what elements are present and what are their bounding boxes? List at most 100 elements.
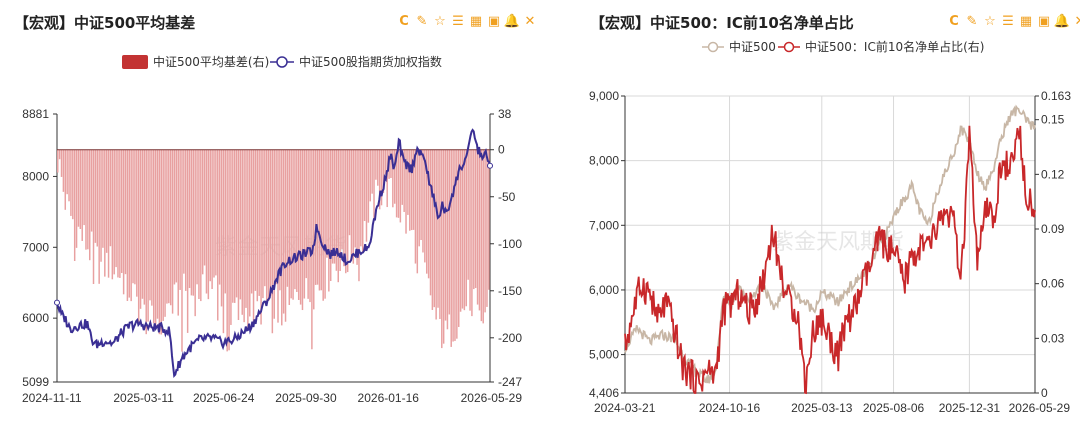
basis-bar bbox=[220, 149, 223, 307]
save-icon[interactable]: ▣ bbox=[1037, 13, 1051, 29]
basis-bar bbox=[346, 149, 349, 273]
right-y-tick-label: 0.163 bbox=[1041, 89, 1071, 103]
edit-icon[interactable]: ✎ bbox=[966, 13, 978, 29]
basis-bar bbox=[420, 149, 422, 241]
basis-bar bbox=[429, 149, 432, 296]
basis-bar bbox=[128, 149, 131, 298]
left-chart-toolbar: C ✎ ☆ ☰ ▦ ▣ 🔔 ✕ bbox=[396, 12, 538, 30]
basis-bar bbox=[126, 149, 129, 301]
basis-bar bbox=[222, 149, 225, 334]
table-icon[interactable]: ▦ bbox=[469, 13, 483, 29]
star-icon[interactable]: ☆ bbox=[434, 13, 446, 29]
list-icon[interactable]: ☰ bbox=[1002, 13, 1014, 29]
basis-bar bbox=[169, 149, 172, 306]
left-y-tick-label: 6,000 bbox=[589, 283, 619, 297]
bell-icon[interactable]: 🔔 bbox=[1053, 13, 1071, 29]
list-icon[interactable]: ☰ bbox=[452, 13, 464, 29]
basis-bar bbox=[363, 149, 366, 221]
right-y-tick-label: -50 bbox=[498, 190, 516, 204]
basis-bar bbox=[186, 149, 189, 333]
basis-bar bbox=[378, 149, 381, 210]
basis-bar bbox=[149, 149, 151, 301]
basis-bar bbox=[431, 149, 434, 310]
basis-bar bbox=[459, 149, 462, 312]
table-icon[interactable]: ▦ bbox=[1019, 13, 1033, 29]
left-y-tick-label: 8881 bbox=[22, 107, 49, 121]
x-tick-label: 2026-05-29 bbox=[461, 391, 523, 405]
basis-bar bbox=[316, 149, 319, 285]
left-y-tick-label: 7000 bbox=[22, 240, 49, 254]
legend-label-index: 中证500股指期货加权指数 bbox=[299, 54, 442, 69]
expand-icon[interactable]: ✕ bbox=[524, 13, 536, 29]
basis-bar bbox=[297, 149, 300, 300]
basis-bar bbox=[134, 149, 136, 285]
basis-bar bbox=[94, 149, 97, 243]
refresh-icon[interactable]: C bbox=[399, 13, 409, 29]
basis-bar bbox=[215, 149, 217, 276]
basis-bar bbox=[164, 149, 166, 317]
bell-icon[interactable]: 🔔 bbox=[503, 13, 521, 29]
basis-bar bbox=[463, 149, 466, 311]
basis-bar bbox=[288, 149, 291, 305]
basis-bar bbox=[433, 149, 435, 308]
basis-bar bbox=[341, 149, 343, 250]
basis-bar bbox=[467, 149, 469, 280]
left-y-tick-label: 4,406 bbox=[589, 386, 619, 400]
basis-bar bbox=[136, 149, 138, 297]
basis-bar bbox=[183, 149, 185, 274]
basis-bar bbox=[66, 149, 68, 195]
x-tick-label: 2025-06-24 bbox=[193, 391, 255, 405]
basis-bar bbox=[294, 149, 296, 290]
basis-bar bbox=[427, 149, 430, 279]
basis-bar bbox=[442, 149, 445, 344]
basis-bar bbox=[373, 149, 375, 222]
left-chart-svg: 中证500平均基差(右) 中证500股指期货加权指数紫金天风期货888180007… bbox=[22, 54, 523, 405]
right-y-tick-label: 0.09 bbox=[1041, 222, 1065, 236]
right-y-tick-label: 0 bbox=[1041, 386, 1048, 400]
basis-bar bbox=[143, 149, 146, 305]
left-y-tick-label: 8,000 bbox=[589, 154, 619, 168]
basis-bar bbox=[269, 149, 272, 297]
basis-bar bbox=[324, 149, 326, 299]
basis-bar bbox=[322, 149, 324, 301]
x-tick-label: 2025-03-11 bbox=[113, 391, 174, 405]
basis-bar bbox=[209, 149, 211, 282]
basis-bar bbox=[226, 149, 228, 352]
basis-bar bbox=[273, 149, 275, 319]
basis-bar bbox=[72, 149, 74, 220]
index-end-point bbox=[487, 162, 493, 169]
basis-bar bbox=[121, 149, 123, 273]
basis-bar bbox=[395, 149, 398, 218]
basis-bar bbox=[437, 149, 439, 308]
basis-bar bbox=[166, 149, 168, 304]
basis-bar bbox=[328, 149, 330, 292]
basis-bar bbox=[77, 149, 80, 227]
basis-bar bbox=[62, 149, 65, 192]
basis-bar bbox=[241, 149, 243, 315]
basis-bar bbox=[181, 149, 183, 352]
basis-bar bbox=[158, 149, 161, 335]
index-line bbox=[56, 128, 491, 378]
left-legend: 中证500平均基差(右) 中证500股指期货加权指数 bbox=[122, 54, 442, 69]
basis-bar bbox=[409, 149, 411, 231]
basis-bar bbox=[335, 149, 338, 271]
save-icon[interactable]: ▣ bbox=[487, 13, 501, 29]
star-icon[interactable]: ☆ bbox=[984, 13, 996, 29]
basis-bar bbox=[75, 149, 78, 248]
basis-bar bbox=[122, 149, 125, 295]
legend-label-ic-ratio: 中证500：IC前10名净单占比(右) bbox=[805, 39, 984, 54]
right-y-tick-label: 38 bbox=[498, 107, 512, 121]
basis-bar bbox=[239, 149, 242, 300]
basis-bar bbox=[160, 149, 163, 335]
refresh-icon[interactable]: C bbox=[949, 13, 959, 29]
basis-bar bbox=[446, 149, 449, 330]
basis-bar bbox=[305, 149, 307, 279]
basis-bar bbox=[64, 149, 67, 210]
basis-bar bbox=[450, 149, 452, 347]
expand-icon[interactable]: ✕ bbox=[1072, 12, 1080, 30]
basis-bar bbox=[339, 149, 341, 272]
edit-icon[interactable]: ✎ bbox=[416, 13, 428, 29]
basis-bar bbox=[249, 149, 251, 317]
basis-bar bbox=[156, 149, 159, 319]
basis-bar bbox=[262, 149, 264, 299]
